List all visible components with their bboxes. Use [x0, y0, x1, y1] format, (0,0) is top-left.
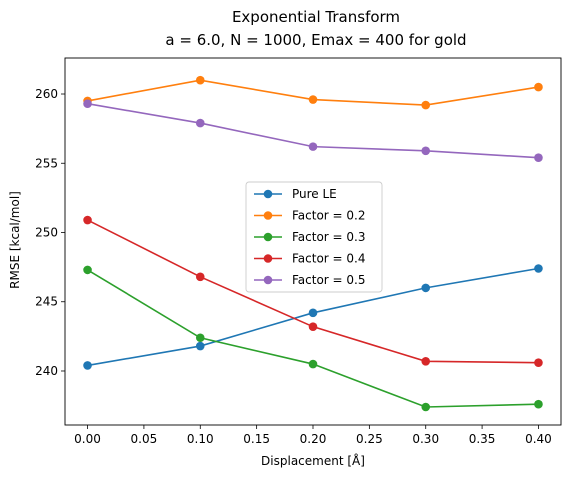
y-tick-label: 245 — [35, 295, 58, 309]
data-point — [534, 358, 543, 367]
data-point — [534, 153, 543, 163]
legend-label: Factor = 0.4 — [292, 252, 366, 266]
y-tick-label: 250 — [35, 225, 58, 239]
data-point — [308, 308, 318, 318]
y-tick-label: 260 — [35, 87, 58, 101]
x-tick-label: 0.35 — [469, 432, 496, 446]
data-point — [83, 215, 92, 225]
x-tick-label: 0.30 — [412, 432, 439, 446]
data-point — [421, 402, 431, 412]
legend-box — [245, 181, 383, 293]
y-tick-label: 240 — [35, 364, 58, 378]
data-point — [308, 95, 318, 104]
data-point — [195, 272, 205, 282]
legend-swatch-marker — [263, 254, 273, 263]
legend-swatch-marker — [263, 275, 273, 285]
x-tick-label: 0.15 — [243, 432, 270, 446]
x-axis-label: Displacement [Å] — [261, 453, 365, 468]
legend-label: Factor = 0.5 — [292, 273, 366, 287]
legend: Pure LE Factor = 0.2 Factor = 0.3 Factor = … — [245, 181, 383, 293]
plot-frame — [64, 57, 562, 426]
legend-swatch-marker — [263, 211, 273, 220]
data-point — [195, 341, 205, 351]
data-point — [534, 82, 543, 92]
x-tick-label: 0.10 — [187, 432, 214, 446]
data-point — [421, 356, 431, 366]
plot-area: 0.00 0.05 0.10 0.15 0.20 0.25 0.30 0.35 0.40 240 2… — [35, 57, 562, 446]
legend-label: Pure LE — [292, 187, 337, 201]
data-point — [195, 118, 205, 128]
y-axis-label: RMSE [kcal/mol] — [8, 191, 22, 289]
x-tick-label: 0.25 — [356, 432, 383, 446]
legend-label: Factor = 0.3 — [292, 230, 366, 244]
data-point — [421, 100, 431, 110]
legend-swatch-marker — [263, 189, 273, 199]
data-point — [308, 322, 318, 331]
legend-swatch-marker — [263, 232, 273, 242]
data-point — [308, 142, 318, 151]
x-tick-label: 0.40 — [525, 432, 552, 446]
data-point — [421, 283, 431, 293]
legend-label: Factor = 0.2 — [292, 209, 366, 223]
data-point — [421, 146, 431, 156]
x-tick-label: 0.20 — [300, 432, 327, 446]
data-point — [534, 399, 543, 409]
data-point — [195, 333, 205, 343]
chart-title: Exponential Transform — [232, 8, 400, 26]
x-tick-label: 0.00 — [74, 432, 101, 446]
data-point — [308, 359, 318, 369]
data-point — [83, 265, 92, 275]
y-tick-label: 255 — [35, 156, 58, 170]
data-point — [83, 99, 92, 109]
x-tick-label: 0.05 — [131, 432, 158, 446]
data-point — [83, 361, 92, 370]
data-point — [195, 75, 205, 85]
data-point — [534, 264, 543, 273]
chart-subtitle: a = 6.0, N = 1000, Emax = 400 for gold — [165, 31, 466, 49]
